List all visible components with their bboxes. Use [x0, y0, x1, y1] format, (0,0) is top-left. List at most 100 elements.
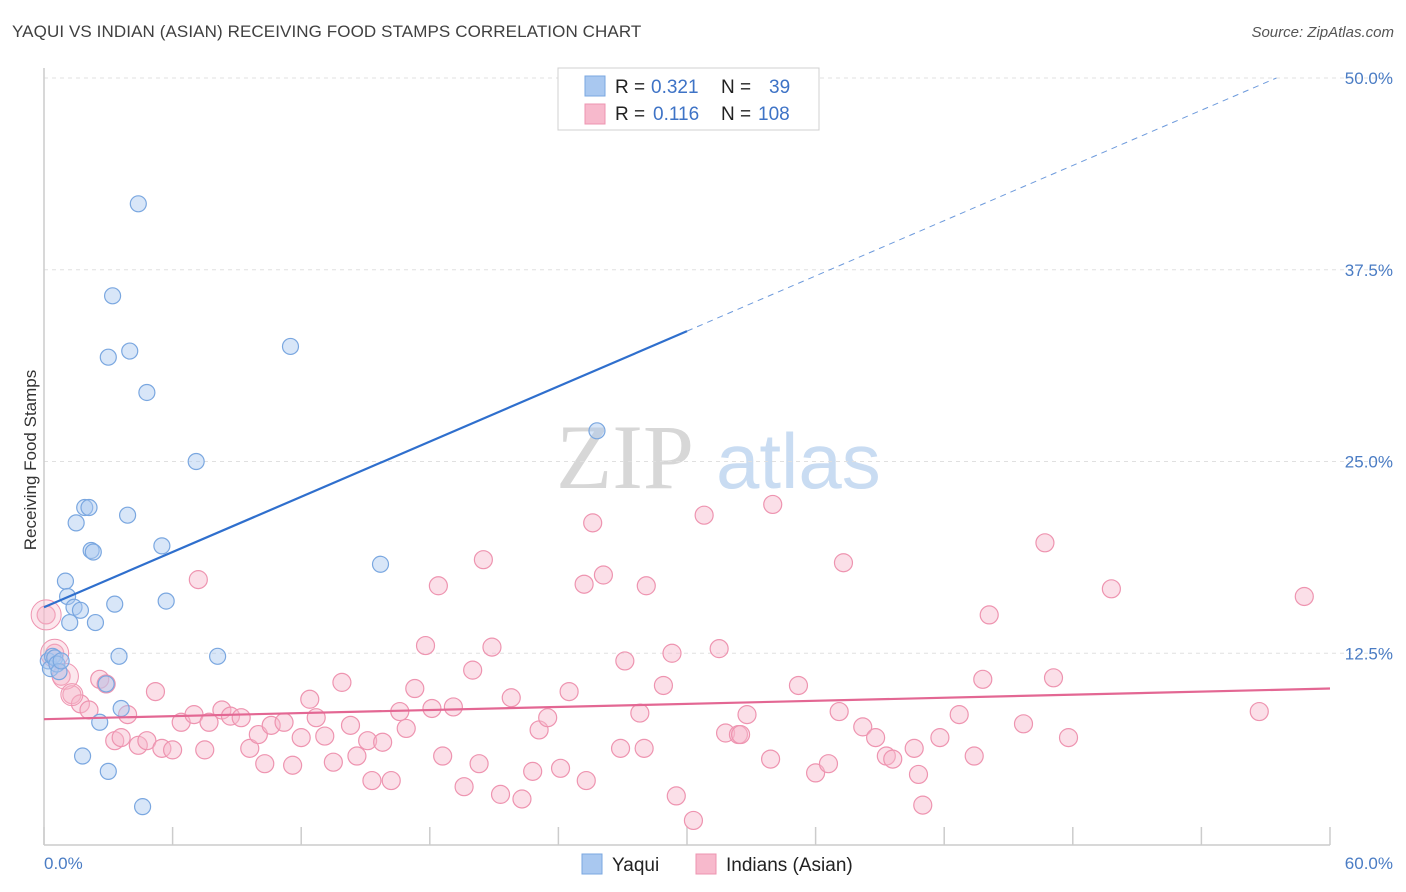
indian-point-73	[709, 639, 729, 659]
legend-n-label-indian: N =	[721, 104, 751, 125]
indian-point-100	[1249, 701, 1269, 722]
indian-point-83	[853, 717, 873, 737]
indian-point-91	[949, 705, 969, 725]
yaqui-point-24	[106, 595, 124, 613]
indian-point-20	[199, 712, 219, 732]
indian-point-47	[433, 746, 453, 766]
indian-point-99	[1101, 579, 1121, 599]
indian-point-48	[443, 697, 463, 717]
indian-point-71	[683, 810, 704, 831]
yaqui-point-26	[112, 699, 130, 718]
indian-point-29	[283, 755, 303, 775]
yaqui-point-30	[133, 798, 152, 816]
bottom-legend-swatch-yaqui	[581, 853, 603, 875]
indian-point-92	[964, 746, 984, 766]
indian-point-49	[454, 777, 474, 797]
indian-point-77	[760, 749, 781, 769]
indian-point-94	[979, 605, 999, 625]
indian-point-43	[396, 718, 416, 739]
yaqui-point-31	[138, 383, 156, 402]
indian-point-19	[195, 740, 215, 760]
indian-point-86	[883, 749, 903, 769]
legend-r-value-indian: 0.116	[653, 104, 699, 125]
yaqui-point-6	[52, 652, 70, 670]
indian-cluster-point-1	[40, 638, 70, 668]
indian-asian-points	[30, 494, 1314, 831]
indian-point-62	[583, 513, 603, 533]
indian-point-87	[904, 738, 924, 758]
legend-n-label-yaqui: N =	[721, 77, 751, 98]
indian-point-61	[576, 770, 596, 791]
indian-trend-line	[43, 687, 1331, 721]
indian-point-39	[362, 770, 382, 791]
indian-point-41	[381, 770, 401, 791]
indian-point-38	[358, 731, 378, 751]
x-tick-label-max: 60.0%	[1345, 854, 1393, 873]
indian-point-104	[473, 550, 493, 570]
indian-point-102	[763, 494, 783, 515]
yaqui-point-12	[71, 601, 90, 619]
indian-point-64	[610, 738, 631, 758]
yaqui-point-20	[97, 675, 115, 693]
indian-point-60	[559, 681, 579, 702]
indian-point-40	[373, 732, 393, 752]
indian-point-32	[306, 708, 326, 728]
yaqui-point-23	[103, 287, 122, 305]
y-tick-labels: 12.5% 25.0% 37.5% 50.0%	[1345, 69, 1393, 663]
indian-point-46	[422, 698, 442, 719]
yaqui-point-11	[67, 514, 85, 532]
legend-n-value-yaqui: 39	[769, 77, 790, 98]
watermark-zip: ZIP	[556, 406, 694, 508]
indian-point-53	[490, 784, 511, 804]
indian-point-95	[1013, 714, 1034, 734]
y-tick-label-0: 12.5%	[1345, 644, 1393, 663]
legend-swatch-yaqui	[584, 75, 606, 97]
legend-n-value-indian: 108	[758, 104, 790, 125]
indian-point-67	[634, 738, 654, 758]
grid-lines	[44, 77, 1392, 654]
indian-point-54	[501, 688, 521, 708]
indian-point-98	[1058, 728, 1079, 748]
yaqui-point-27	[118, 506, 137, 524]
yaqui-point-38	[588, 422, 606, 440]
indian-point-70	[666, 786, 686, 806]
indian-point-7	[96, 674, 116, 694]
indian-point-65	[615, 651, 635, 671]
indian-point-72	[694, 505, 714, 525]
yaqui-point-33	[157, 592, 175, 610]
indian-point-80	[818, 754, 839, 774]
indian-point-103	[428, 576, 448, 596]
indian-point-82	[833, 553, 854, 573]
indian-point-55	[512, 789, 532, 809]
indian-point-105	[574, 574, 594, 594]
yaqui-point-14	[76, 498, 94, 517]
yaqui-points	[39, 195, 606, 816]
indian-point-88	[908, 764, 929, 785]
indian-cluster-point-0	[30, 599, 62, 631]
yaqui-point-22	[99, 348, 117, 366]
yaqui-trend-extension	[686, 77, 1277, 332]
indian-point-69	[662, 643, 682, 663]
indian-point-106	[636, 576, 656, 596]
yaqui-point-35	[209, 647, 227, 665]
yaqui-point-17	[84, 543, 102, 561]
indian-point-9	[111, 728, 131, 748]
indian-point-50	[463, 660, 483, 680]
y-tick-label-3: 50.0%	[1345, 69, 1393, 88]
legend-r-value-yaqui: 0.321	[651, 77, 699, 98]
series-legend: Yaqui Indians (Asian)	[581, 853, 853, 876]
indian-point-56	[523, 761, 543, 781]
y-axis-label: Receiving Food Stamps	[21, 370, 40, 550]
indian-cluster-point-3	[60, 683, 84, 707]
indian-point-101	[1294, 586, 1314, 607]
indian-point-90	[930, 728, 950, 748]
indian-point-44	[405, 678, 425, 699]
indian-point-36	[340, 715, 361, 735]
yaqui-point-37	[371, 555, 390, 573]
indian-point-89	[913, 795, 933, 815]
indian-point-30	[291, 728, 311, 748]
yaqui-point-34	[187, 452, 205, 471]
indian-point-26	[255, 754, 275, 774]
x-ticks	[43, 827, 1331, 845]
correlation-legend: R = 0.321 N = 39 R = 0.116 N = 108	[557, 67, 820, 131]
